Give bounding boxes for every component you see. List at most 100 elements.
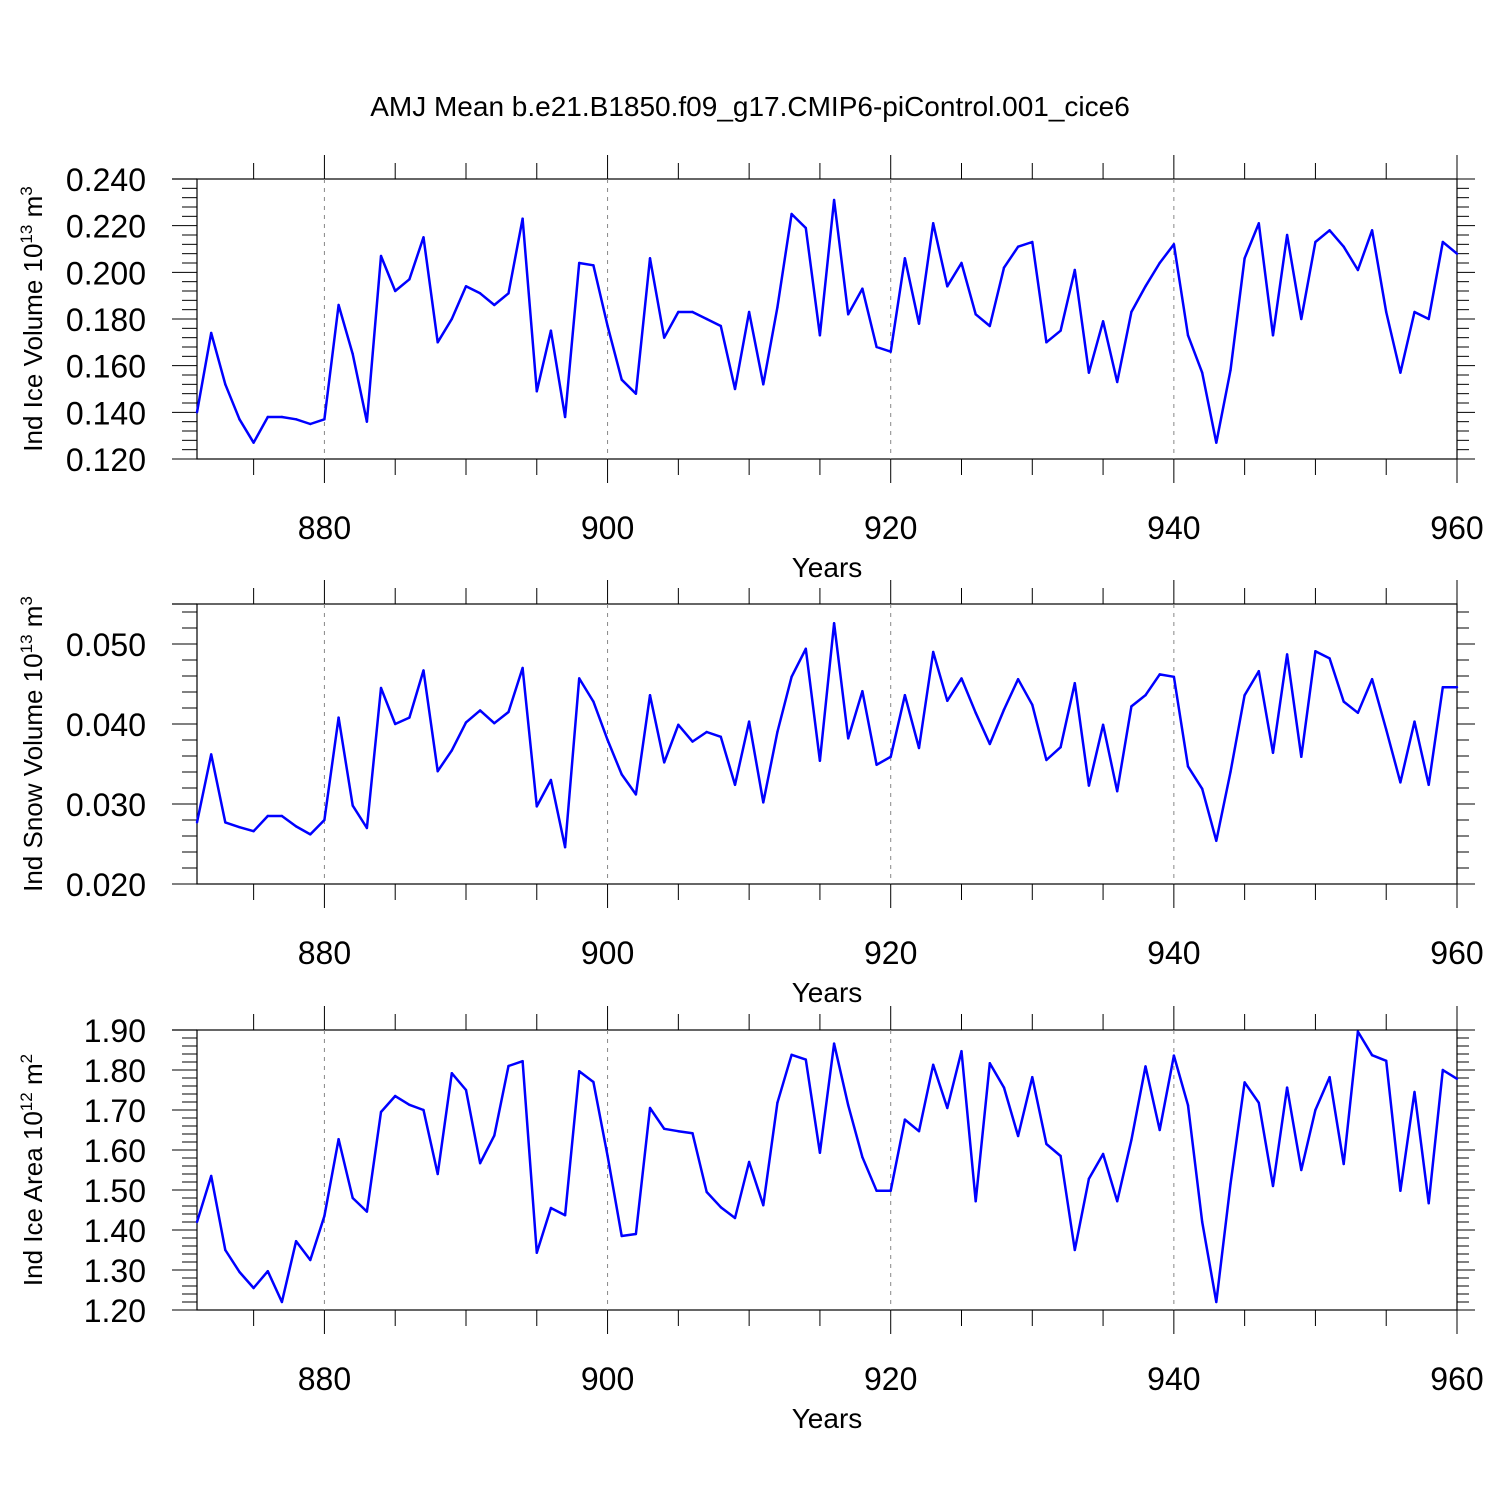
data-point [606, 1154, 609, 1158]
data-point [634, 392, 638, 395]
x-tick-label: 960 [1430, 935, 1483, 971]
data-point [691, 1132, 694, 1135]
data-point [309, 422, 312, 426]
data-point [1116, 790, 1119, 793]
data-point [379, 686, 383, 690]
data-point [747, 1160, 751, 1164]
data-point [1314, 240, 1317, 244]
x-tick-label: 940 [1147, 1361, 1200, 1397]
data-point [1215, 1300, 1218, 1304]
data-point [818, 1151, 822, 1155]
data-point [889, 1189, 892, 1193]
data-point [1257, 1101, 1260, 1105]
data-point [1300, 1168, 1303, 1172]
data-point [1087, 784, 1091, 787]
data-point [1002, 266, 1006, 269]
data-point [394, 722, 397, 726]
data-point [1130, 705, 1133, 708]
data-point [1101, 723, 1105, 726]
data-point [875, 763, 878, 766]
data-point [1016, 678, 1020, 681]
data-point [549, 1206, 553, 1210]
data-point [1243, 257, 1246, 260]
y-tick-label: 0.220 [66, 209, 146, 245]
data-point [620, 1234, 623, 1238]
data-point [1215, 441, 1218, 444]
data-point [408, 1103, 411, 1107]
data-point [1455, 252, 1459, 255]
data-point [875, 1189, 878, 1193]
data-point [323, 418, 326, 421]
data-point [578, 261, 581, 265]
data-point [1158, 261, 1161, 265]
data-point [450, 1072, 454, 1075]
y-tick-label: 1.70 [84, 1093, 146, 1129]
data-point [719, 1206, 723, 1209]
y-axis-label-ylabel-unit-exp: 3 [17, 186, 36, 195]
data-point [309, 1258, 312, 1262]
data-point [691, 310, 694, 314]
data-point [776, 1101, 779, 1105]
data-point [436, 770, 439, 773]
data-point [337, 303, 340, 307]
data-point [762, 383, 765, 386]
data-point [1271, 1184, 1275, 1188]
data-point [818, 334, 822, 337]
x-tick-label: 960 [1430, 1361, 1483, 1397]
data-point [493, 303, 496, 307]
data-point [422, 236, 425, 239]
data-point [606, 324, 609, 328]
data-point [563, 1214, 567, 1217]
data-point [1229, 1182, 1232, 1186]
data-point [1427, 317, 1430, 321]
data-point [917, 322, 921, 325]
x-tick-label: 880 [298, 510, 351, 546]
x-tick-label: 920 [864, 510, 917, 546]
data-point [1370, 229, 1374, 232]
y-tick-label: 1.20 [84, 1293, 146, 1329]
data-point [1441, 1068, 1445, 1072]
data-point [988, 1062, 992, 1065]
data-point [733, 387, 737, 391]
data-point [224, 383, 227, 386]
data-point [648, 1106, 652, 1110]
data-point [1300, 755, 1303, 758]
data-point [351, 1196, 354, 1200]
x-axis-label: Years [792, 1403, 863, 1434]
y-axis-label-ylabel-exp: 13 [17, 225, 36, 244]
data-point [903, 257, 907, 260]
data-point [521, 1060, 524, 1063]
data-point [351, 352, 354, 356]
y-tick-label: 0.040 [66, 707, 146, 743]
data-point [549, 329, 553, 332]
data-point [238, 1270, 241, 1274]
y-tick-label: 0.160 [66, 349, 146, 385]
data-point [634, 1232, 638, 1236]
data-point [365, 826, 369, 830]
data-point [1342, 700, 1345, 703]
y-tick-label: 0.020 [66, 867, 146, 903]
data-point [209, 1174, 213, 1178]
data-point [280, 814, 284, 818]
data-point [988, 742, 992, 746]
data-point [408, 278, 411, 281]
y-axis-label-ylabel-exp: 12 [17, 1092, 36, 1111]
x-tick-label: 900 [581, 510, 634, 546]
data-point [1031, 240, 1034, 244]
data-point [563, 846, 567, 849]
y-axis-label: Ind Ice Volume 1013 m3 [17, 186, 48, 451]
data-point [422, 1108, 425, 1112]
data-point [1144, 285, 1147, 288]
data-point [974, 1200, 977, 1203]
data-point [224, 821, 227, 824]
data-point [592, 264, 595, 267]
data-point [1016, 245, 1020, 248]
y-tick-label: 0.120 [66, 442, 146, 478]
data-point [847, 737, 850, 740]
data-point [195, 1220, 199, 1224]
data-point [1101, 320, 1105, 323]
x-tick-label: 940 [1147, 510, 1200, 546]
plot-frame [196, 1029, 1458, 1311]
data-point [1002, 708, 1006, 711]
